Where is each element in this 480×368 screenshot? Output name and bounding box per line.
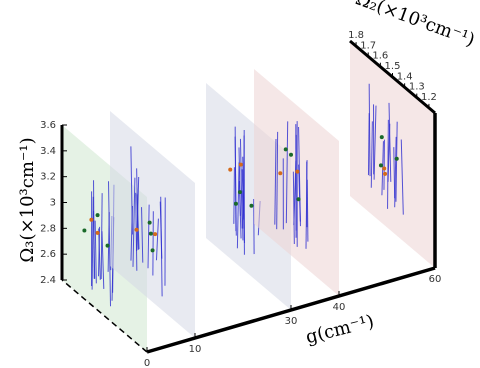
z-tick-label: 1.2: [421, 92, 437, 103]
y-tick-label: 2.4: [40, 275, 56, 286]
x-tick-label: 60: [429, 274, 442, 285]
z-tick-label: 1.4: [397, 71, 413, 82]
z-tick-label: 1.6: [372, 51, 388, 62]
contours: [274, 121, 309, 249]
y-tick-label: 2.8: [40, 223, 56, 234]
y-axis-label: Ω₃(×10³cm⁻¹): [17, 137, 38, 262]
axes: 0 10 30 40 60 2.4 2.6 2.8 3 3.2 3.4 3.6 1.81.71.61.5…: [40, 30, 441, 368]
contours: [367, 83, 404, 215]
x-tick-label: 30: [285, 316, 298, 327]
y-tick-label: 3.4: [40, 146, 56, 157]
contours: [130, 146, 166, 297]
x-tick-label: 10: [189, 344, 202, 355]
y-tick-label: 3.2: [40, 172, 56, 183]
x-tick-label: 0: [144, 358, 150, 368]
x-axis-label: g(cm⁻¹): [304, 311, 376, 348]
z-tick-label: 1.3: [409, 82, 425, 93]
contours: [228, 126, 261, 255]
slice-plane: [350, 41, 435, 268]
z-tick-label: 1.7: [360, 40, 376, 51]
slices: [62, 41, 435, 352]
y-tick-label: 3: [50, 198, 56, 209]
z-tick-label: 1.8: [348, 30, 364, 41]
y-tick-label: 2.6: [40, 249, 56, 260]
x-tick-label: 40: [333, 302, 346, 313]
depth-edge: [61, 279, 148, 353]
y-tick-label: 3.6: [40, 120, 56, 131]
z-tick-label: 1.5: [385, 61, 401, 72]
